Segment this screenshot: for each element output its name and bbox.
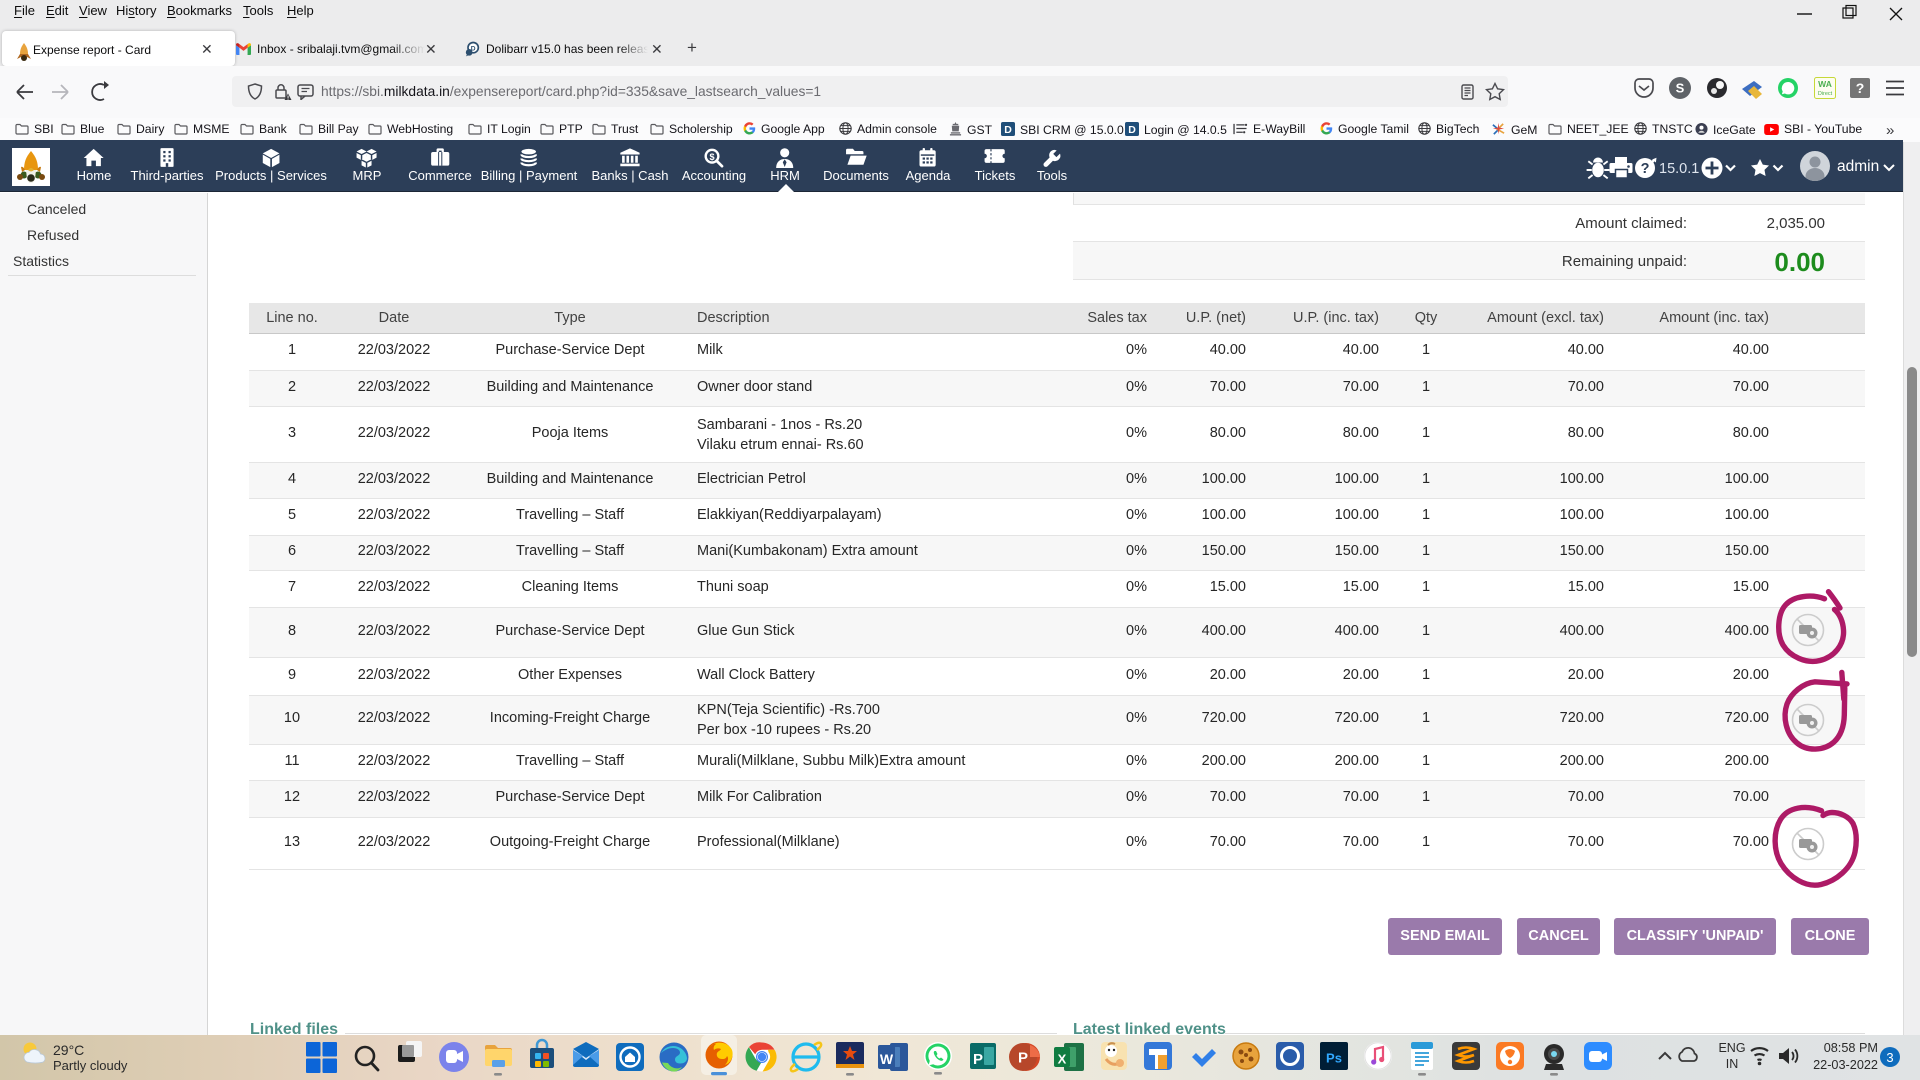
svg-text:P: P: [973, 1051, 983, 1068]
svg-text:D: D: [471, 45, 476, 52]
svg-text:S: S: [1676, 81, 1685, 96]
svg-text:Direct: Direct: [1818, 91, 1833, 97]
svg-text:P: P: [1018, 1050, 1028, 1067]
svg-text:X: X: [1058, 1052, 1067, 1067]
svg-text:W: W: [880, 1051, 894, 1067]
svg-text:3: 3: [1886, 1050, 1893, 1065]
svg-text:15.0.1: 15.0.1: [1659, 161, 1699, 177]
svg-text:D: D: [1128, 124, 1136, 136]
svg-text:WA: WA: [1818, 79, 1832, 89]
svg-text:Ps: Ps: [1326, 1051, 1342, 1066]
svg-text:?: ?: [1856, 80, 1865, 96]
svg-text:D: D: [1004, 124, 1012, 136]
svg-text:?: ?: [1641, 161, 1650, 177]
svg-text:$: $: [710, 152, 715, 162]
